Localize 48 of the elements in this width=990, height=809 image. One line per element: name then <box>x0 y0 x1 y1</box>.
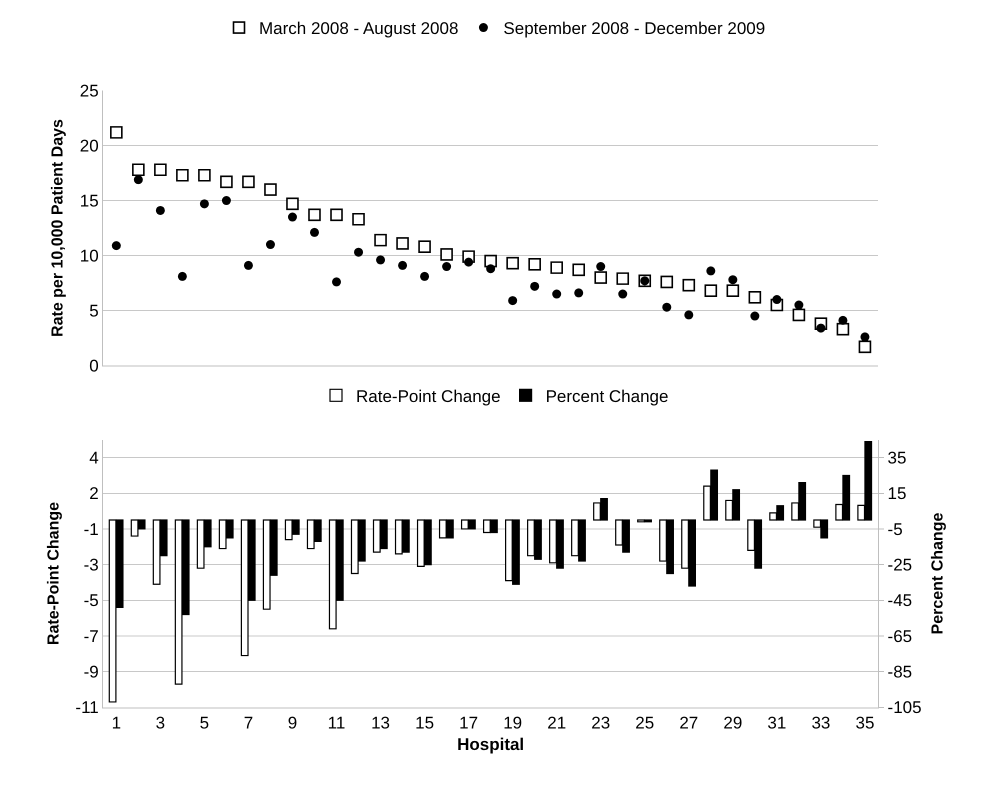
y2-tick-label: -45 <box>888 591 912 610</box>
x-tick-label: 1 <box>112 714 122 733</box>
y-tick-label: 15 <box>80 191 99 210</box>
y-tick-label: -11 <box>75 698 99 718</box>
x-tick-label: 29 <box>723 714 742 733</box>
x-tick-label: 5 <box>200 714 210 733</box>
legend-label: Percent Change <box>546 386 668 406</box>
x-axis-title: Hospital <box>457 735 524 754</box>
y-tick-label: -1 <box>84 520 99 539</box>
y-tick-label: 2 <box>89 484 99 504</box>
legend-label: March 2008 - August 2008 <box>259 19 458 38</box>
y-tick-label: 20 <box>80 136 99 156</box>
x-tick-label: 23 <box>591 714 610 733</box>
legend-label: Rate-Point Change <box>356 386 501 406</box>
y-tick-label: 10 <box>80 246 99 266</box>
y-tick-label: -5 <box>84 591 99 610</box>
x-tick-label: 17 <box>459 714 478 733</box>
x-tick-label: 11 <box>328 714 346 733</box>
y-tick-label: 5 <box>89 301 99 320</box>
x-tick-label: 15 <box>415 714 434 733</box>
y-axis-title: Rate-Point Change <box>45 502 62 646</box>
y2-tick-label: -5 <box>888 520 903 539</box>
y-axis-title: Rate per 10,000 Patient Days <box>50 118 67 337</box>
x-tick-label: 35 <box>855 714 874 733</box>
x-tick-label: 31 <box>767 714 786 733</box>
x-tick-label: 21 <box>547 714 566 733</box>
y-tick-label: 4 <box>89 448 99 468</box>
y-tick-label: -7 <box>84 626 99 646</box>
y-tick-label: 0 <box>89 356 99 376</box>
y-tick-label: 25 <box>80 82 99 101</box>
y2-tick-label: -105 <box>888 698 922 718</box>
x-tick-label: 33 <box>811 714 830 733</box>
y2-tick-label: 35 <box>888 448 906 468</box>
x-tick-label: 27 <box>679 714 698 733</box>
x-tick-label: 19 <box>503 714 522 733</box>
x-tick-label: 13 <box>371 714 390 733</box>
x-tick-label: 7 <box>244 714 254 733</box>
x-tick-label: 25 <box>635 714 654 733</box>
y-tick-label: -9 <box>84 662 99 682</box>
x-tick-label: 3 <box>156 714 166 733</box>
legend-label: September 2008 - December 2009 <box>503 19 766 38</box>
x-tick-label: 9 <box>288 714 298 733</box>
y2-tick-label: 15 <box>888 484 906 504</box>
y2-tick-label: -85 <box>888 662 912 682</box>
y2-tick-label: -65 <box>888 626 912 646</box>
y2-axis-title: Percent Change <box>929 512 946 634</box>
y-tick-label: -3 <box>84 556 99 575</box>
y2-tick-label: -25 <box>888 556 912 575</box>
